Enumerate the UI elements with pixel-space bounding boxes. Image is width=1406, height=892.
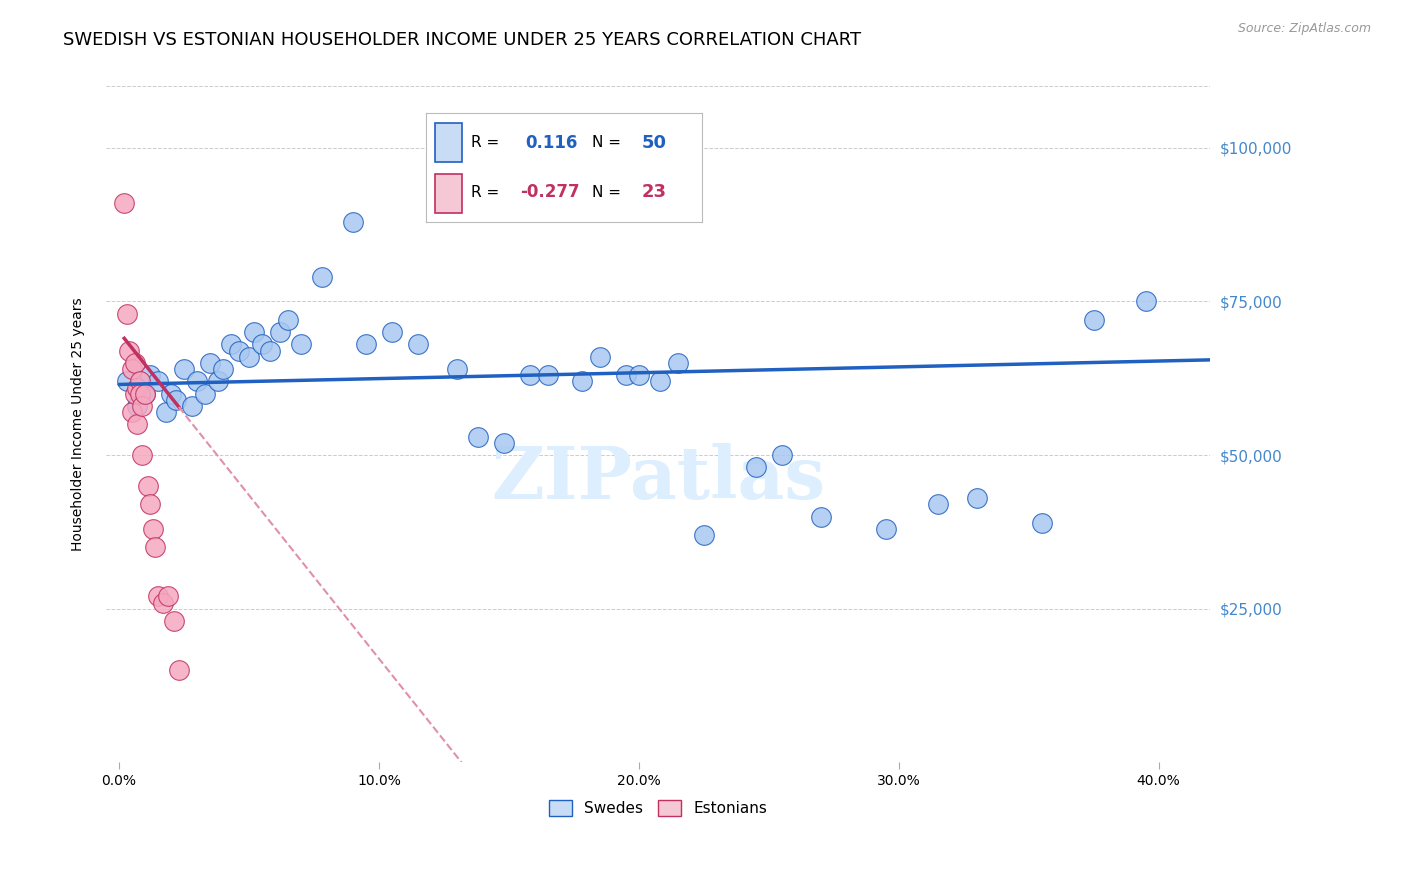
Point <box>589 350 612 364</box>
Y-axis label: Householder Income Under 25 years: Householder Income Under 25 years <box>72 298 86 551</box>
Point <box>571 375 593 389</box>
Point <box>1083 313 1105 327</box>
Legend: Swedes, Estonians: Swedes, Estonians <box>543 794 773 822</box>
Point <box>745 460 768 475</box>
Point <box>492 435 515 450</box>
Point <box>277 313 299 327</box>
Text: Source: ZipAtlas.com: Source: ZipAtlas.com <box>1237 22 1371 36</box>
Point <box>131 448 153 462</box>
Point <box>311 269 333 284</box>
Point <box>1031 516 1053 530</box>
Point <box>250 337 273 351</box>
Point <box>155 405 177 419</box>
Point <box>269 325 291 339</box>
Point <box>128 375 150 389</box>
Point <box>228 343 250 358</box>
Point <box>124 356 146 370</box>
Point <box>115 307 138 321</box>
Point <box>810 509 832 524</box>
Point <box>927 497 949 511</box>
Point <box>162 614 184 628</box>
Point <box>142 522 165 536</box>
Point <box>152 596 174 610</box>
Point <box>614 368 637 383</box>
Point <box>219 337 242 351</box>
Point <box>112 196 135 211</box>
Point <box>212 362 235 376</box>
Point <box>966 491 988 505</box>
Point <box>537 368 560 383</box>
Point <box>121 405 143 419</box>
Point <box>290 337 312 351</box>
Point <box>136 479 159 493</box>
Point <box>134 386 156 401</box>
Point <box>259 343 281 358</box>
Text: SWEDISH VS ESTONIAN HOUSEHOLDER INCOME UNDER 25 YEARS CORRELATION CHART: SWEDISH VS ESTONIAN HOUSEHOLDER INCOME U… <box>63 31 862 49</box>
Point <box>875 522 897 536</box>
Point <box>115 375 138 389</box>
Point <box>127 399 149 413</box>
Point <box>131 399 153 413</box>
Point <box>1135 294 1157 309</box>
Point <box>467 430 489 444</box>
Point <box>627 368 650 383</box>
Point <box>146 590 169 604</box>
Point <box>127 380 149 394</box>
Point <box>238 350 260 364</box>
Point <box>354 337 377 351</box>
Point <box>167 663 190 677</box>
Point <box>134 386 156 401</box>
Point <box>160 386 183 401</box>
Point <box>173 362 195 376</box>
Point <box>157 590 180 604</box>
Point <box>165 392 187 407</box>
Point <box>207 375 229 389</box>
Point <box>124 386 146 401</box>
Point <box>186 375 208 389</box>
Point <box>139 497 162 511</box>
Point <box>693 528 716 542</box>
Point <box>146 375 169 389</box>
Point <box>519 368 541 383</box>
Point <box>770 448 793 462</box>
Point <box>198 356 221 370</box>
Point <box>243 325 266 339</box>
Point <box>666 356 689 370</box>
Point <box>180 399 202 413</box>
Point <box>118 343 141 358</box>
Point <box>128 386 150 401</box>
Point <box>127 417 149 432</box>
Point <box>194 386 217 401</box>
Point <box>342 214 364 228</box>
Text: ZIPatlas: ZIPatlas <box>491 443 825 514</box>
Point <box>406 337 429 351</box>
Point <box>145 541 167 555</box>
Point <box>381 325 404 339</box>
Point <box>648 375 671 389</box>
Point <box>121 362 143 376</box>
Point <box>139 368 162 383</box>
Point <box>446 362 468 376</box>
